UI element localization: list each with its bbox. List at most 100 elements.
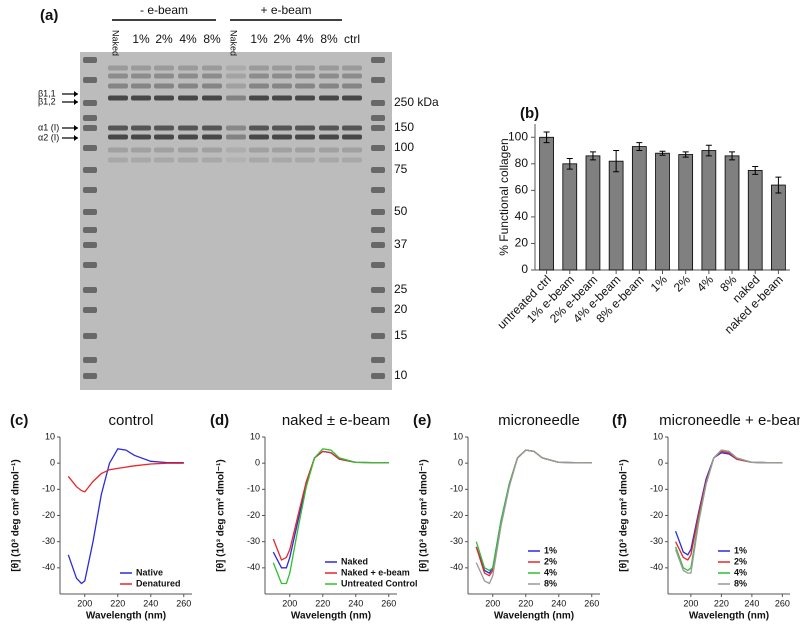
ladder-band xyxy=(83,307,97,313)
gel-band xyxy=(108,83,128,89)
group-label: - e-beam xyxy=(140,3,188,17)
gel-band xyxy=(319,134,339,140)
y-tick-label: 10 xyxy=(653,431,663,441)
ladder-band xyxy=(371,145,385,151)
panel-label: (c) xyxy=(10,412,28,429)
chart-panel: (b)% Functional collagen020406080100untr… xyxy=(495,105,790,337)
gel-band xyxy=(226,125,246,131)
gel-band xyxy=(202,157,222,163)
panel-label: (d) xyxy=(210,412,229,429)
gel-band xyxy=(131,65,151,71)
gel-band xyxy=(249,65,269,71)
legend-label: 4% xyxy=(734,567,747,577)
series-line xyxy=(475,449,592,585)
chart-title: microneedle xyxy=(498,412,580,429)
bar xyxy=(771,184,786,271)
legend-label: Denatured xyxy=(136,578,181,588)
y-axis-label: % Functional collagen xyxy=(497,138,511,255)
y-axis-label: [θ] (10³ deg cm² dmol⁻¹) xyxy=(619,459,630,571)
y-tick-label: -40 xyxy=(247,562,260,572)
chart-panel: (e) microneedle Wavelength (nm) [θ] (10³ de… xyxy=(413,412,600,622)
series-line xyxy=(475,449,592,577)
gel-image xyxy=(80,52,392,390)
band-label: α1 (I) xyxy=(38,122,59,132)
y-tick-label: -30 xyxy=(42,536,55,546)
ladder-band xyxy=(83,125,97,131)
x-tick-label: 200 xyxy=(77,598,92,608)
error-bar xyxy=(752,165,759,175)
lane-label: 1% xyxy=(132,32,150,46)
legend-label: 1% xyxy=(544,545,557,555)
gel-band xyxy=(154,157,174,163)
legend-label: 8% xyxy=(734,578,747,588)
ladder-band xyxy=(371,287,385,293)
ladder-band xyxy=(83,77,97,83)
lane-label: 8% xyxy=(320,32,338,46)
gel-band xyxy=(319,65,339,71)
legend-label: Naked + e-beam xyxy=(341,567,410,577)
gel-band xyxy=(295,65,315,71)
ladder-band xyxy=(371,209,385,215)
bar xyxy=(701,150,717,271)
gel-band xyxy=(108,147,128,153)
gel-band xyxy=(272,95,292,101)
gel-band xyxy=(295,125,315,131)
x-tick-label: 260 xyxy=(584,598,599,608)
gel-band xyxy=(226,73,246,79)
y-tick-label: -10 xyxy=(450,484,463,494)
y-tick-label: 0 xyxy=(521,262,528,276)
ladder-band xyxy=(83,333,97,339)
x-tick-label: 200 xyxy=(485,598,500,608)
ladder-band xyxy=(371,333,385,339)
chart-title: naked ± e-beam xyxy=(282,412,390,429)
x-tick-label: 1% xyxy=(648,272,670,294)
gel-band xyxy=(249,83,269,89)
panel-label: (f) xyxy=(612,412,627,429)
y-tick-label: 20 xyxy=(515,236,529,250)
lane-label: 8% xyxy=(203,32,221,46)
marker-label: 15 xyxy=(394,328,408,342)
ladder-band xyxy=(371,357,385,363)
marker-label: 250 kDa xyxy=(394,95,439,109)
lane-label: 1% xyxy=(250,32,268,46)
marker-label: 100 xyxy=(394,140,414,154)
y-tick-label: 0 xyxy=(658,458,663,468)
ladder-band xyxy=(83,287,97,293)
y-tick-label: -20 xyxy=(247,510,260,520)
y-tick-label: -20 xyxy=(650,510,663,520)
gel-band xyxy=(154,95,174,101)
error-bar xyxy=(705,144,712,157)
series-line xyxy=(272,448,389,585)
bar xyxy=(747,170,763,271)
bar xyxy=(539,136,554,271)
y-tick-label: 60 xyxy=(515,183,529,197)
gel-band xyxy=(154,147,174,153)
gel-band xyxy=(154,65,174,71)
x-tick-label: 220 xyxy=(110,598,125,608)
ladder-band xyxy=(371,57,385,63)
chart-panel: (c) control Wavelength (nm) [θ] (10³ deg cm… xyxy=(10,412,192,622)
gel-band xyxy=(295,134,315,140)
legend-label: Native xyxy=(136,567,163,577)
gel-band xyxy=(131,95,151,101)
gel-band xyxy=(226,65,246,71)
marker-label: 10 xyxy=(394,368,408,382)
bar xyxy=(631,146,647,271)
gel-band xyxy=(272,147,292,153)
x-tick-label: 220 xyxy=(315,598,330,608)
gel-band xyxy=(226,157,246,163)
gel-band xyxy=(295,95,315,101)
ladder-band xyxy=(83,145,97,151)
gel-band xyxy=(249,134,269,140)
lane-label: Naked xyxy=(111,30,121,56)
y-tick-label: -40 xyxy=(650,562,663,572)
error-bar xyxy=(682,151,689,158)
gel-band xyxy=(249,95,269,101)
gel-band xyxy=(178,147,198,153)
ladder-band xyxy=(83,187,97,193)
y-tick-label: 10 xyxy=(453,431,463,441)
gel-band xyxy=(295,157,315,163)
band-label: β1,2 xyxy=(38,96,56,106)
x-tick-label: 240 xyxy=(551,598,566,608)
